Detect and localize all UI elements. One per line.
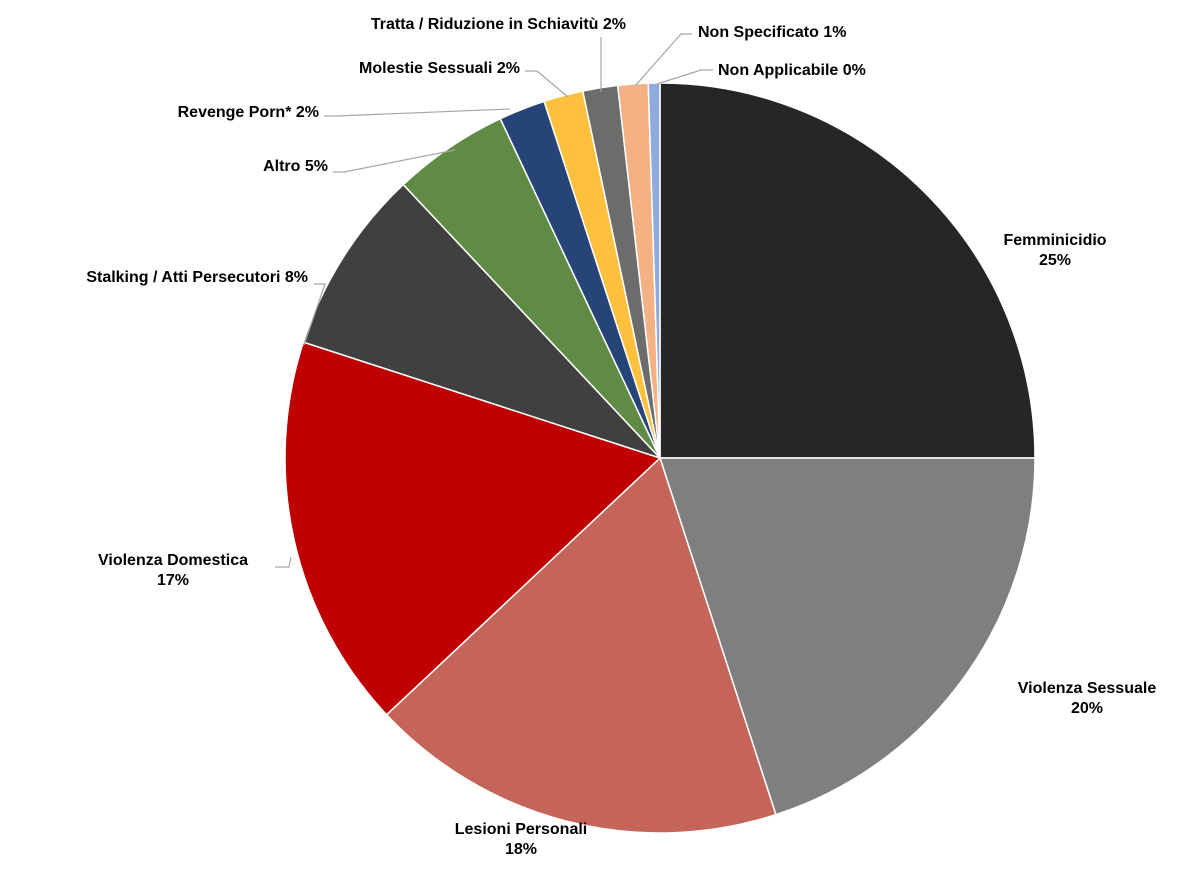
data-label-altro: Altro 5%	[263, 158, 328, 175]
data-labels: Femminicidio 25% Violenza Sessuale 20% Lesio…	[86, 16, 1156, 858]
leader-line-revenge-porn	[324, 108, 511, 117]
pie-slice-stalking-atti-persecutori	[302, 183, 661, 459]
data-label-revenge-porn: Revenge Porn* 2%	[178, 104, 319, 121]
data-label-non-specificato: Non Specificato 1%	[698, 24, 846, 41]
leader-line-stalking-atti-persecutori	[303, 283, 326, 346]
data-label-femminicidio: Femminicidio 25%	[1003, 232, 1106, 269]
label-leader-lines	[275, 33, 713, 568]
data-label-violenza-domestica: Violenza Domestica 17%	[98, 552, 248, 589]
leader-line-violenza-domestica	[275, 556, 292, 568]
data-label-violenza-sessuale: Violenza Sessuale 20%	[1018, 680, 1157, 717]
data-label-non-applicabile: Non Applicabile 0%	[718, 62, 866, 79]
pie-slice-violenza-domestica	[284, 341, 662, 716]
leader-line-non-specificato	[634, 33, 692, 87]
data-label-tratta-riduzione-in-schiavitu: Tratta / Riduzione in Schiavitù 2%	[371, 16, 626, 33]
data-label-molestie-sessuali: Molestie Sessuali 2%	[359, 60, 520, 77]
pie-slices	[284, 82, 1036, 834]
pie-slice-lesioni-personali	[385, 456, 777, 834]
leader-line-molestie-sessuali	[525, 70, 569, 98]
leader-line-altro	[333, 149, 456, 173]
pie-slice-violenza-sessuale	[658, 457, 1036, 816]
leader-line-non-applicabile	[656, 69, 713, 85]
data-label-lesioni-personali: Lesioni Personali 18%	[455, 821, 587, 858]
data-label-stalking-atti-persecutori: Stalking / Atti Persecutori 8%	[86, 269, 308, 286]
pie-slice-femminicidio	[659, 82, 1036, 459]
